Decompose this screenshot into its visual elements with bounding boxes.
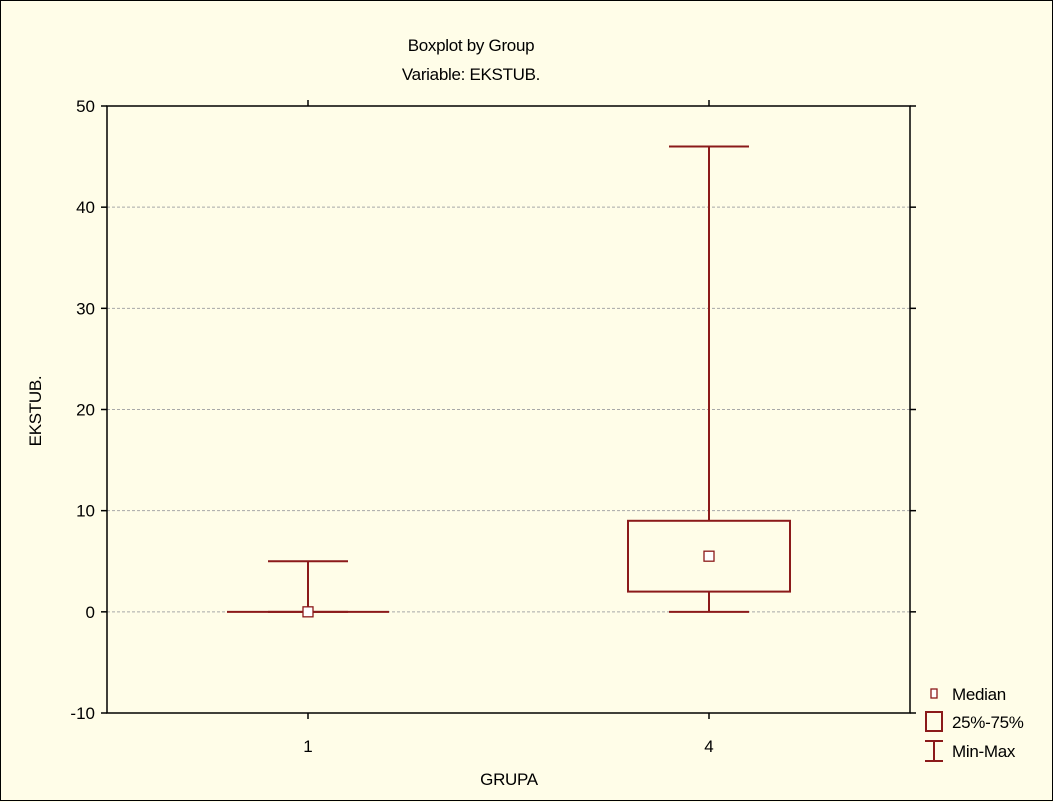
x-axis-label: GRUPA xyxy=(480,770,539,789)
median-marker xyxy=(302,606,314,618)
x-tick-label: 4 xyxy=(704,737,713,756)
y-tick-label: 0 xyxy=(86,603,95,622)
chart-subtitle: Variable: EKSTUB. xyxy=(402,65,540,84)
legend-label: 25%-75% xyxy=(952,713,1024,732)
legend-box-symbol xyxy=(925,711,943,732)
boxes xyxy=(227,145,791,618)
y-tick-label: 10 xyxy=(76,502,95,521)
legend-label: Median xyxy=(952,685,1006,704)
y-tick-label: 30 xyxy=(76,299,95,318)
legend-median-symbol xyxy=(930,688,938,699)
y-tick-label: 40 xyxy=(76,198,95,217)
x-tick-label: 1 xyxy=(303,737,312,756)
y-axis: -10 0 10 20 30 40 50 xyxy=(70,97,916,723)
median-marker xyxy=(703,550,715,562)
y-tick-label: -10 xyxy=(70,704,95,723)
gridlines xyxy=(107,206,910,613)
y-axis-label: EKSTUB. xyxy=(26,376,45,447)
y-tick-label: 20 xyxy=(76,401,95,420)
legend: Median 25%-75% Min-Max xyxy=(925,685,1024,762)
y-tick-label: 50 xyxy=(76,97,95,116)
legend-label: Min-Max xyxy=(952,742,1016,761)
chart-title: Boxplot by Group xyxy=(408,36,535,55)
iqr-box xyxy=(627,519,791,593)
